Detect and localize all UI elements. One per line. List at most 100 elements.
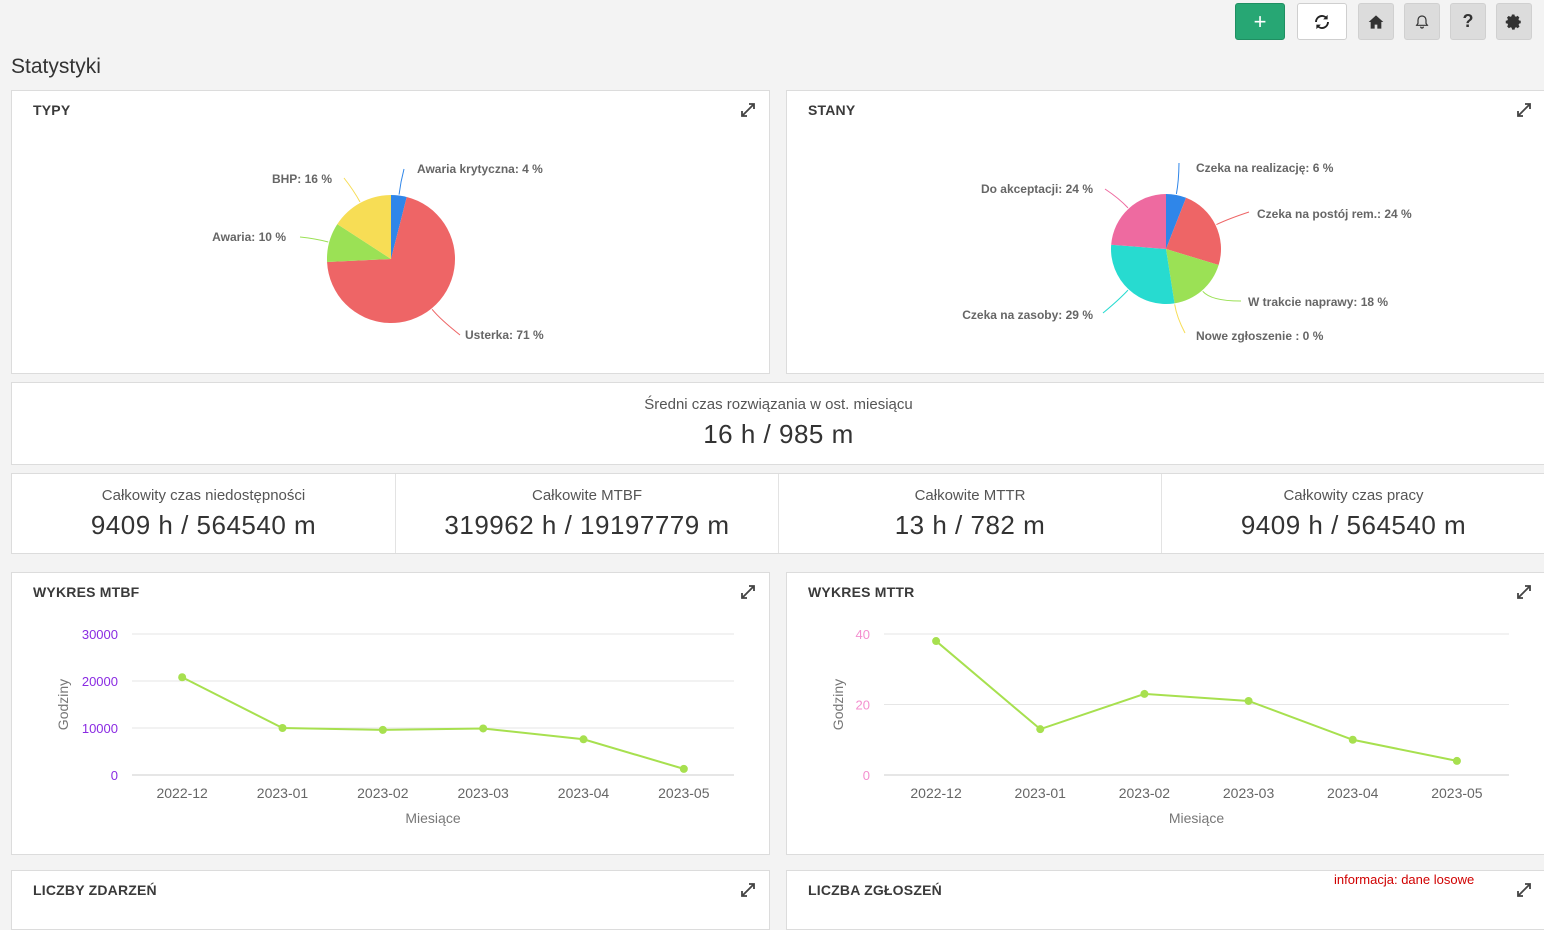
panel-title: WYKRES MTTR: [808, 584, 915, 600]
pie-slice[interactable]: [391, 195, 407, 259]
series-line: [935, 640, 1458, 762]
pie-label: Czeka na zasoby: 29 %: [962, 308, 1093, 322]
page-title: Statystyki: [11, 55, 101, 78]
kpi-value: 9409 h / 564540 m: [1240, 510, 1467, 540]
pie-slice[interactable]: [1166, 194, 1187, 249]
x-axis-title: Miesiące: [1169, 810, 1224, 826]
kpi-value: 319962 h / 19197779 m: [444, 510, 730, 540]
data-point[interactable]: [679, 764, 688, 773]
panel-mtbf: WYKRES MTBF 0 10000 20000 30000 2022-12 2023-…: [11, 572, 770, 855]
expand-icon[interactable]: [739, 101, 757, 119]
gear-icon: [1505, 14, 1521, 30]
avg-resolution-label: Średni czas rozwiązania w ost. miesiącu: [644, 396, 913, 413]
pie-leader-line: [431, 309, 461, 336]
panel-title: STANY: [808, 102, 856, 118]
line-chart-mtbf: 0 10000 20000 30000 2022-12 2023-01 2023-02 202…: [55, 627, 734, 826]
x-tick-label: 2023-02: [357, 785, 409, 801]
kpi-row: Całkowity czas niedostępności 9409 h / 5…: [11, 473, 1544, 554]
kpi-value: 13 h / 782 m: [894, 510, 1046, 540]
data-point[interactable]: [479, 724, 488, 733]
pie-slice[interactable]: [1111, 194, 1166, 249]
expand-icon[interactable]: [739, 583, 757, 601]
data-point[interactable]: [579, 735, 588, 744]
pie-leader-line: [1102, 289, 1129, 314]
pie-leader-line: [1175, 162, 1180, 195]
add-button[interactable]: +: [1235, 3, 1285, 40]
random-data-notice: informacja: dane losowe: [1334, 872, 1475, 887]
x-tick-label: 2022-12: [156, 785, 208, 801]
pie-slice[interactable]: [1111, 244, 1175, 304]
x-tick-label: 2023-01: [257, 785, 309, 801]
pie-label: Czeka na postój rem.: 24 %: [1257, 207, 1412, 221]
refresh-icon: [1315, 14, 1329, 29]
pie-label: W trakcie naprawy: 18 %: [1248, 295, 1388, 309]
pie-leader-line: [343, 177, 361, 203]
panel-typy: TYPY Awaria krytyczna: 4 % Usterka: 71 % A…: [11, 90, 770, 374]
data-point[interactable]: [278, 724, 287, 732]
data-point[interactable]: [1452, 756, 1461, 765]
x-tick-label: 2023-03: [457, 785, 509, 801]
pie-slice[interactable]: [337, 195, 391, 259]
y-tick-label: 0: [863, 768, 870, 783]
x-tick-label: 2023-04: [1327, 785, 1379, 801]
pie-label: Do akceptacji: 24 %: [981, 182, 1093, 196]
pie-label: Czeka na realizację: 6 %: [1196, 161, 1334, 175]
y-tick-label: 30000: [82, 627, 118, 642]
x-axis-title: Miesiące: [405, 810, 460, 826]
expand-icon[interactable]: [739, 881, 757, 899]
panel-title: WYKRES MTBF: [33, 584, 140, 600]
home-button[interactable]: [1358, 3, 1394, 40]
y-tick-label: 20: [856, 698, 870, 713]
avg-resolution-card: Średni czas rozwiązania w ost. miesiącu …: [11, 382, 1544, 465]
home-icon: [1368, 14, 1384, 29]
expand-icon[interactable]: [1515, 881, 1533, 899]
pie-chart-typy: Awaria krytyczna: 4 % Usterka: 71 % Awaria…: [212, 162, 544, 342]
y-tick-label: 10000: [82, 721, 118, 736]
avg-resolution-value: 16 h / 985 m: [703, 419, 854, 449]
pie-slice[interactable]: [327, 224, 391, 262]
pie-leader-line: [1216, 211, 1250, 226]
bell-icon: [1415, 14, 1429, 29]
pie-leader-line: [398, 168, 405, 195]
pie-slice[interactable]: [1166, 197, 1221, 266]
x-tick-label: 2023-02: [1119, 785, 1171, 801]
data-point[interactable]: [378, 725, 387, 734]
pie-slice[interactable]: [327, 196, 455, 323]
pie-chart-stany: Czeka na realizację: 6 % Czeka na postój …: [962, 161, 1412, 343]
y-tick-label: 40: [856, 627, 870, 642]
panel-title: LICZBY ZDARZEŃ: [33, 882, 157, 898]
pie-leader-line: [1174, 304, 1186, 334]
notifications-button[interactable]: [1404, 3, 1440, 40]
panel-title: LICZBA ZGŁOSZEŃ: [808, 882, 942, 898]
data-point[interactable]: [1348, 735, 1357, 744]
data-point[interactable]: [178, 673, 187, 682]
kpi-mttr: Całkowite MTTR 13 h / 782 m: [779, 474, 1162, 553]
x-tick-label: 2023-05: [1431, 785, 1483, 801]
refresh-button[interactable]: [1297, 3, 1347, 40]
pie-slice[interactable]: [1166, 249, 1219, 304]
top-toolbar: + ?: [0, 0, 1544, 44]
question-icon: ?: [1462, 11, 1474, 31]
pie-label: Awaria krytyczna: 4 %: [417, 162, 543, 176]
series-line: [181, 676, 685, 770]
kpi-work-time: Całkowity czas pracy 9409 h / 564540 m: [1162, 474, 1544, 553]
x-tick-label: 2023-03: [1223, 785, 1275, 801]
expand-icon[interactable]: [1515, 583, 1533, 601]
panel-liczby-zdarzen: LICZBY ZDARZEŃ: [11, 870, 770, 930]
plus-icon: +: [1253, 8, 1267, 34]
data-point[interactable]: [1036, 725, 1045, 734]
expand-icon[interactable]: [1515, 101, 1533, 119]
kpi-mtbf: Całkowite MTBF 319962 h / 19197779 m: [396, 474, 779, 553]
data-point[interactable]: [1244, 696, 1253, 705]
data-point[interactable]: [932, 637, 941, 646]
x-tick-label: 2023-04: [558, 785, 610, 801]
help-button[interactable]: ?: [1450, 3, 1486, 40]
kpi-label: Całkowity czas niedostępności: [101, 487, 306, 504]
settings-button[interactable]: [1496, 3, 1532, 40]
kpi-label: Całkowity czas pracy: [1283, 487, 1424, 504]
y-tick-label: 20000: [82, 674, 118, 689]
x-tick-label: 2022-12: [910, 785, 962, 801]
pie-label: BHP: 16 %: [272, 172, 332, 186]
data-point[interactable]: [1140, 689, 1149, 698]
line-chart-mttr: 0 20 40 2022-12 2023-01 2023-02 2023-03 2023-04…: [830, 627, 1509, 826]
